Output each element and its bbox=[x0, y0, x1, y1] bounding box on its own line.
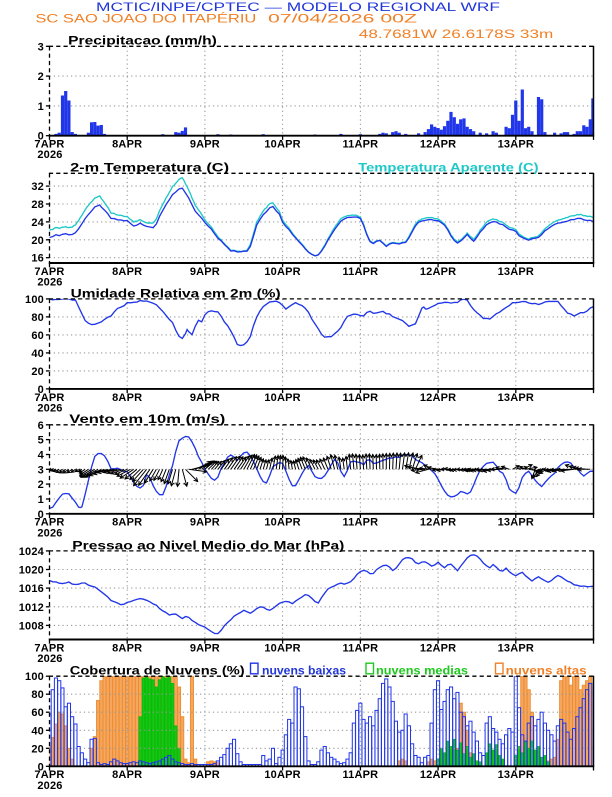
svg-text:12APR: 12APR bbox=[420, 517, 456, 529]
svg-text:0: 0 bbox=[38, 509, 44, 521]
svg-text:1020: 1020 bbox=[19, 565, 44, 577]
svg-text:2026: 2026 bbox=[37, 149, 62, 161]
svg-text:40: 40 bbox=[31, 348, 44, 360]
svg-text:Vento em 10m (m/s): Vento em 10m (m/s) bbox=[69, 414, 225, 426]
svg-text:0: 0 bbox=[38, 761, 44, 773]
svg-text:9APR: 9APR bbox=[190, 769, 220, 781]
svg-text:11APR: 11APR bbox=[342, 139, 378, 151]
svg-text:8APR: 8APR bbox=[112, 642, 142, 654]
svg-text:9APR: 9APR bbox=[190, 517, 220, 529]
svg-text:24: 24 bbox=[31, 217, 44, 229]
svg-text:11APR: 11APR bbox=[342, 266, 378, 278]
svg-text:4: 4 bbox=[38, 450, 45, 462]
svg-text:1024: 1024 bbox=[19, 546, 45, 558]
svg-text:8APR: 8APR bbox=[112, 392, 142, 404]
svg-text:20: 20 bbox=[31, 743, 44, 755]
svg-text:13APR: 13APR bbox=[498, 139, 534, 151]
svg-text:1: 1 bbox=[38, 494, 44, 506]
svg-text:10APR: 10APR bbox=[264, 139, 300, 151]
svg-text:80: 80 bbox=[31, 689, 44, 701]
svg-text:nuvens medias: nuvens medias bbox=[376, 666, 468, 678]
svg-text:100: 100 bbox=[25, 671, 44, 683]
svg-text:2026: 2026 bbox=[37, 780, 62, 792]
svg-text:12APR: 12APR bbox=[420, 769, 456, 781]
svg-text:1012: 1012 bbox=[19, 602, 44, 614]
svg-text:10APR: 10APR bbox=[264, 392, 300, 404]
svg-text:Precipitacao (mm/h): Precipitacao (mm/h) bbox=[68, 36, 217, 48]
svg-text:2: 2 bbox=[38, 71, 44, 83]
svg-text:16: 16 bbox=[31, 253, 44, 265]
svg-text:1: 1 bbox=[38, 101, 44, 113]
svg-text:12APR: 12APR bbox=[420, 266, 456, 278]
svg-text:0: 0 bbox=[38, 384, 44, 396]
svg-text:13APR: 13APR bbox=[498, 517, 534, 529]
svg-text:7APR: 7APR bbox=[34, 517, 64, 529]
svg-text:20: 20 bbox=[31, 235, 44, 247]
svg-text:13APR: 13APR bbox=[498, 392, 534, 404]
svg-text:2026: 2026 bbox=[37, 277, 62, 289]
svg-text:12APR: 12APR bbox=[420, 642, 456, 654]
svg-text:3: 3 bbox=[38, 464, 44, 476]
svg-text:10APR: 10APR bbox=[264, 642, 300, 654]
svg-text:Umidade Relativa em 2m (%): Umidade Relativa em 2m (%) bbox=[71, 288, 281, 300]
svg-text:11APR: 11APR bbox=[342, 769, 378, 781]
svg-text:9APR: 9APR bbox=[190, 266, 220, 278]
svg-text:7APR: 7APR bbox=[34, 392, 64, 404]
svg-text:40: 40 bbox=[31, 725, 44, 737]
svg-text:6: 6 bbox=[38, 420, 44, 432]
svg-text:7APR: 7APR bbox=[34, 266, 64, 278]
svg-text:8APR: 8APR bbox=[112, 769, 142, 781]
svg-text:MCTIC/INPE/CPTEC — MODELO REGI: MCTIC/INPE/CPTEC — MODELO REGIONAL WRF bbox=[96, 2, 500, 14]
svg-text:7APR: 7APR bbox=[34, 139, 64, 151]
svg-text:12APR: 12APR bbox=[420, 139, 456, 151]
svg-text:28: 28 bbox=[31, 199, 44, 211]
svg-text:5: 5 bbox=[38, 435, 44, 447]
svg-text:11APR: 11APR bbox=[342, 642, 378, 654]
svg-text:8APR: 8APR bbox=[112, 517, 142, 529]
svg-text:8APR: 8APR bbox=[112, 266, 142, 278]
svg-text:11APR: 11APR bbox=[342, 392, 378, 404]
svg-text:Pressao ao Nivel Medio do Mar: Pressao ao Nivel Medio do Mar (hPa) bbox=[72, 540, 344, 552]
svg-text:10APR: 10APR bbox=[264, 769, 300, 781]
svg-text:48.7681W 26.6178S 33m: 48.7681W 26.6178S 33m bbox=[359, 27, 554, 41]
svg-text:1008: 1008 bbox=[19, 620, 44, 632]
svg-text:80: 80 bbox=[31, 312, 44, 324]
svg-text:10APR: 10APR bbox=[264, 266, 300, 278]
svg-text:07/04/2026 00Z: 07/04/2026 00Z bbox=[268, 13, 417, 25]
svg-text:nuvens altas: nuvens altas bbox=[506, 666, 587, 678]
svg-text:11APR: 11APR bbox=[342, 517, 378, 529]
svg-text:60: 60 bbox=[31, 707, 44, 719]
svg-text:9APR: 9APR bbox=[190, 392, 220, 404]
svg-text:2-m Temperatura (C): 2-m Temperatura (C) bbox=[70, 163, 229, 175]
svg-text:0: 0 bbox=[38, 131, 44, 143]
svg-text:10APR: 10APR bbox=[264, 517, 300, 529]
svg-text:8APR: 8APR bbox=[112, 139, 142, 151]
svg-text:9APR: 9APR bbox=[190, 139, 220, 151]
svg-text:2: 2 bbox=[38, 479, 44, 491]
svg-text:Cobertura de Nuvens (%): Cobertura de Nuvens (%) bbox=[70, 666, 245, 678]
svg-text:2026: 2026 bbox=[37, 402, 62, 414]
svg-text:3: 3 bbox=[38, 41, 44, 53]
svg-text:100: 100 bbox=[25, 294, 44, 306]
svg-text:60: 60 bbox=[31, 330, 44, 342]
svg-text:32: 32 bbox=[31, 181, 44, 193]
svg-text:7APR: 7APR bbox=[34, 769, 64, 781]
svg-text:9APR: 9APR bbox=[190, 642, 220, 654]
svg-text:13APR: 13APR bbox=[498, 769, 534, 781]
svg-text:Temperatura Aparente (C): Temperatura Aparente (C) bbox=[358, 163, 539, 175]
svg-text:SC SAO JOAO DO ITAPÉRIU: SC SAO JOAO DO ITAPÉRIU bbox=[35, 12, 256, 25]
svg-text:7APR: 7APR bbox=[34, 642, 64, 654]
svg-text:13APR: 13APR bbox=[498, 642, 534, 654]
svg-text:nuvens baixas: nuvens baixas bbox=[262, 666, 346, 678]
svg-text:20: 20 bbox=[31, 366, 44, 378]
svg-text:12APR: 12APR bbox=[420, 392, 456, 404]
svg-text:13APR: 13APR bbox=[498, 266, 534, 278]
svg-text:2026: 2026 bbox=[37, 653, 62, 665]
svg-text:2026: 2026 bbox=[37, 527, 62, 539]
svg-text:1016: 1016 bbox=[19, 583, 44, 595]
